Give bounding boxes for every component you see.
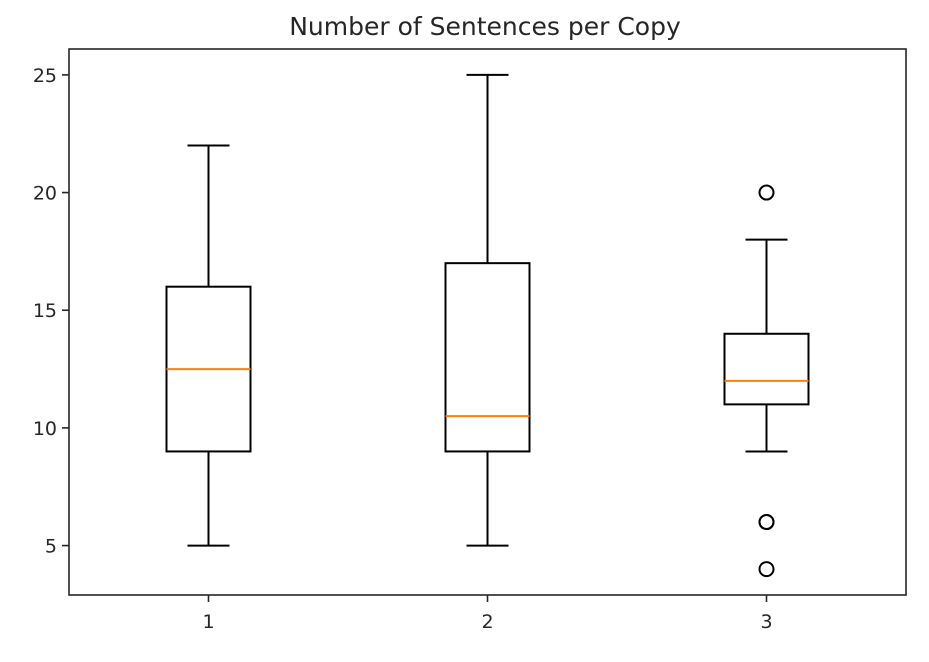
box-2 (444, 73, 531, 547)
boxes-group (165, 73, 810, 578)
x-axis: 1 2 3 (202, 595, 773, 633)
y-tick-label: 15 (33, 300, 57, 322)
y-tick-label: 25 (33, 65, 57, 87)
y-tick-label: 10 (33, 418, 57, 440)
box-3 (723, 184, 810, 578)
y-tick-label: 5 (45, 536, 57, 558)
y-axis: 5 10 15 20 25 (33, 65, 69, 558)
y-tick-label: 20 (33, 183, 57, 205)
outlier-point (758, 184, 775, 201)
x-tick-label: 2 (481, 611, 493, 633)
iqr-box (723, 332, 810, 406)
outlier-point (758, 561, 775, 578)
x-tick-label: 3 (760, 611, 772, 633)
iqr-box (444, 262, 531, 453)
x-tick-label: 1 (202, 611, 214, 633)
outlier-point (758, 514, 775, 531)
chart-title: Number of Sentences per Copy (289, 12, 681, 41)
box-1 (165, 144, 252, 547)
